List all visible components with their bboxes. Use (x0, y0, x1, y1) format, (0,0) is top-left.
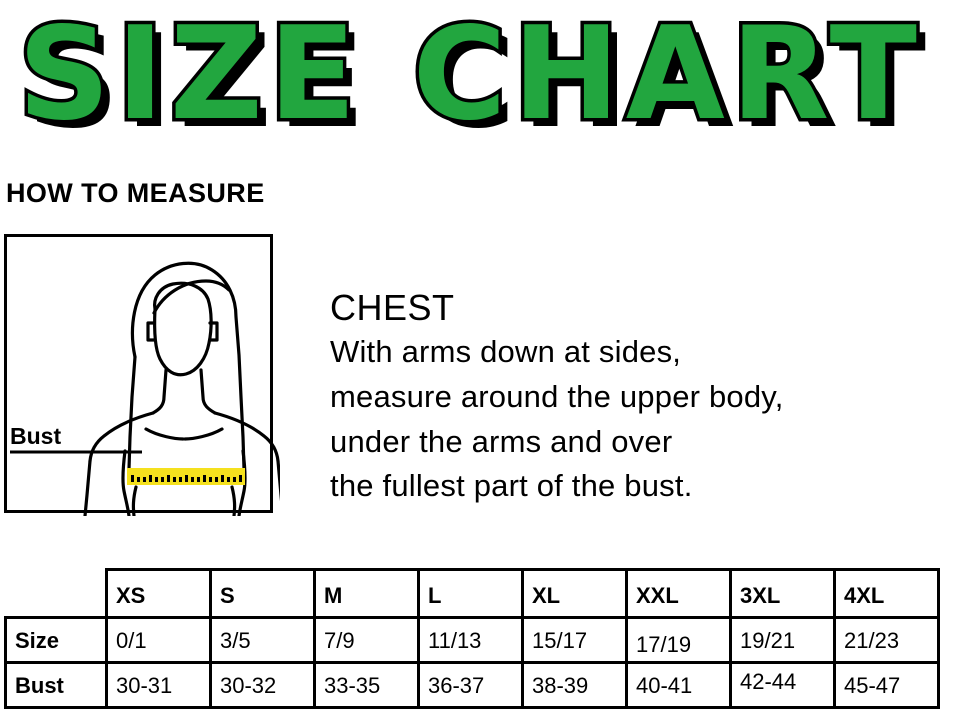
hair-outline-right (130, 261, 246, 471)
table-row-bust: Bust 30-31 30-32 33-35 36-37 38-39 40-41… (4, 661, 940, 709)
collarbone-right (183, 427, 224, 441)
table-header-row: XS S M L XL XXL 3XL 4XL (6, 568, 940, 619)
cell-size-l: 11/13 (417, 616, 524, 664)
cell-bust-m: 33-35 (313, 661, 420, 709)
ear-left (146, 321, 156, 342)
chest-body-text: With arms down at sides, measure around … (330, 330, 930, 509)
arm-left-outer (83, 459, 92, 516)
chest-heading: CHEST (330, 287, 455, 328)
hair-fringe (152, 279, 231, 315)
how-to-measure-heading: HOW TO MEASURE (6, 178, 265, 208)
arm-right-inner (237, 449, 247, 516)
arm-right-outer (276, 459, 280, 502)
tape-ticks (131, 475, 242, 482)
bust-callout-label: Bust (10, 423, 62, 449)
cell-size-s: 3/5 (209, 616, 316, 664)
chest-body-line-1: With arms down at sides, (330, 334, 682, 370)
shoulder-right (213, 411, 280, 463)
table-header-xs: XS (105, 568, 212, 619)
cell-bust-4xl: 45-47 (833, 661, 940, 709)
measurement-figure-panel (4, 234, 280, 516)
chest-body-line-3: under the arms and over (330, 423, 673, 459)
cell-size-xl: 15/17 (521, 616, 628, 664)
size-chart-title-graphic: SIZE CHART SIZE CHART (15, 0, 932, 150)
chest-description-block: CHEST With arms down at sides, measure a… (330, 287, 930, 509)
table-header-4xl: 4XL (833, 568, 940, 619)
row-label-bust: Bust (4, 661, 108, 709)
ear-right (208, 321, 219, 342)
title-text: SIZE CHART (18, 0, 923, 149)
size-table: XS S M L XL XXL 3XL 4XL Size 0/1 3/5 7/9… (4, 568, 940, 709)
neck-right (199, 368, 217, 415)
table-header-s: S (209, 568, 316, 619)
chest-body-line-4: the fullest part of the bust. (330, 468, 693, 504)
table-row-size: Size 0/1 3/5 7/9 11/13 15/17 17/19 19/21… (4, 616, 940, 664)
row-label-size: Size (4, 616, 108, 664)
table-header-m: M (313, 568, 420, 619)
cell-bust-xxl: 40-41 (625, 661, 732, 709)
chest-body-line-2: measure around the upper body, (330, 378, 784, 414)
cell-bust-xl: 38-39 (521, 661, 628, 709)
collarbone-left (144, 427, 185, 441)
cell-size-xs: 0/1 (105, 616, 212, 664)
arm-left-inner (121, 449, 131, 516)
size-table-container: XS S M L XL XXL 3XL 4XL Size 0/1 3/5 7/9… (4, 568, 944, 709)
cell-size-3xl: 19/21 (729, 616, 836, 664)
bust-leader-line (10, 450, 142, 454)
cell-size-xxl: 17/19 (625, 616, 732, 664)
cell-size-4xl: 21/23 (833, 616, 940, 664)
face-outline (153, 281, 213, 377)
torso-left-side (131, 485, 138, 516)
neck-left (151, 368, 168, 415)
measuring-tape (127, 468, 245, 485)
table-corner-cell (6, 570, 107, 618)
cell-bust-s: 30-32 (209, 661, 316, 709)
cell-bust-xs: 30-31 (105, 661, 212, 709)
table-header-xl: XL (521, 568, 628, 619)
table-header-xxl: XXL (625, 568, 732, 619)
cell-size-m: 7/9 (313, 616, 420, 664)
cell-bust-3xl: 42-44 (729, 661, 836, 709)
page-title-banner: SIZE CHART SIZE CHART (0, 0, 953, 150)
cell-bust-l: 36-37 (417, 661, 524, 709)
table-header-3xl: 3XL (729, 568, 836, 619)
bust-callout: Bust (10, 425, 150, 465)
female-torso-illustration (83, 261, 280, 516)
torso-right-side (230, 485, 237, 516)
title-shadow-text: SIZE CHART (27, 8, 932, 150)
table-header-l: L (417, 568, 524, 619)
